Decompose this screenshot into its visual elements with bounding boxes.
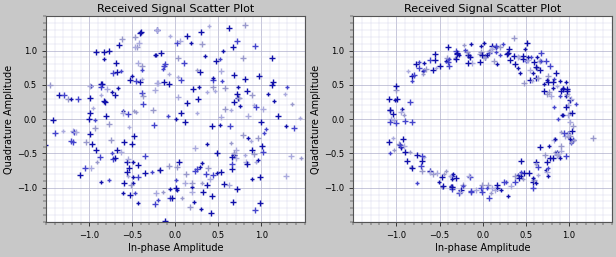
X-axis label: In-phase Amplitude: In-phase Amplitude [128,243,223,253]
Y-axis label: Quadrature Amplitude: Quadrature Amplitude [4,65,14,174]
X-axis label: In-phase Amplitude: In-phase Amplitude [435,243,530,253]
Title: Received Signal Scatter Plot: Received Signal Scatter Plot [97,4,254,14]
Y-axis label: Quadrature Amplitude: Quadrature Amplitude [312,65,322,174]
Title: Received Signal Scatter Plot: Received Signal Scatter Plot [404,4,561,14]
